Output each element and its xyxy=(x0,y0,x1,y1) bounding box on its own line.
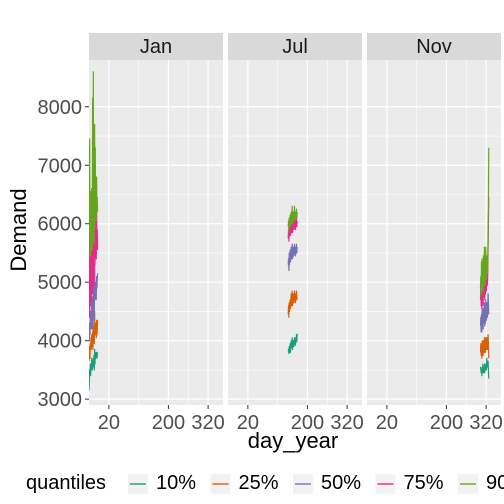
series-line-25pct xyxy=(287,290,298,318)
series-line-10pct xyxy=(479,357,490,379)
series-line-50pct xyxy=(287,243,298,272)
y-tick-label: 7000 xyxy=(38,155,83,177)
facet-panel-nov: Nov xyxy=(367,33,501,405)
legend-item-50pct: 50% xyxy=(293,472,361,494)
series-group xyxy=(89,71,99,391)
series-line-25pct xyxy=(89,310,99,362)
y-tick-label: 3000 xyxy=(38,389,83,411)
y-axis-title: Demand xyxy=(6,188,31,271)
x-tick-label: 320 xyxy=(330,412,363,434)
series-line-50pct xyxy=(479,293,490,333)
series-line-25pct xyxy=(479,334,490,359)
legend-label: 50% xyxy=(321,472,361,494)
series-line-10pct xyxy=(287,333,298,355)
x-tick-label: 320 xyxy=(191,412,224,434)
x-tick-label: 200 xyxy=(430,412,463,434)
legend-item-90pct: 90% xyxy=(458,472,504,494)
panel-background xyxy=(367,60,501,405)
legend-label: 10% xyxy=(156,472,196,494)
facet-panels: Jan Jul Nov xyxy=(89,33,501,405)
panel-background xyxy=(89,60,223,405)
x-tick-label: 200 xyxy=(152,412,185,434)
legend-label: 25% xyxy=(239,472,279,494)
legend-title: quantiles xyxy=(26,472,106,494)
y-tick-label: 8000 xyxy=(38,97,83,119)
x-tick-label: 320 xyxy=(469,412,502,434)
x-axis-title: day_year xyxy=(248,428,339,453)
y-tick-label: 5000 xyxy=(38,272,83,294)
series-line-90pct xyxy=(89,71,99,257)
facet-panel-jul: Jul xyxy=(228,33,362,405)
x-tick-label: 20 xyxy=(376,412,398,434)
legend-item-25pct: 25% xyxy=(210,472,279,494)
x-axis: 20 200 320 20 200 320 20 200 320 xyxy=(98,405,503,434)
facet-strip xyxy=(89,33,223,60)
facet-strip-label: Jan xyxy=(140,36,172,58)
facet-strip-label: Nov xyxy=(416,36,452,58)
legend-label: 75% xyxy=(404,472,444,494)
x-tick-label: 20 xyxy=(98,412,120,434)
series-group xyxy=(479,147,490,379)
facet-panel-jan: Jan xyxy=(89,33,223,405)
facet-strip xyxy=(228,33,362,60)
series-line-10pct xyxy=(89,348,99,391)
series-line-75pct xyxy=(287,217,298,242)
x-tick-label: 200 xyxy=(291,412,324,434)
legend-label: 90% xyxy=(486,472,504,494)
y-tick-label: 6000 xyxy=(38,214,83,236)
series-line-90pct xyxy=(479,147,490,298)
facet-strip-label: Jul xyxy=(282,36,308,58)
series-group xyxy=(287,205,298,355)
legend-item-75pct: 75% xyxy=(375,472,444,494)
series-line-90pct xyxy=(287,205,298,234)
legend: quantiles 10% 25% 50% 75% 90% xyxy=(26,472,504,494)
facet-strip xyxy=(367,33,501,60)
y-tick-label: 4000 xyxy=(38,331,83,353)
y-axis: 3000 4000 5000 6000 7000 8000 xyxy=(38,97,89,411)
panel-background xyxy=(228,60,362,405)
legend-item-10pct: 10% xyxy=(128,472,196,494)
x-tick-label: 20 xyxy=(237,412,259,434)
